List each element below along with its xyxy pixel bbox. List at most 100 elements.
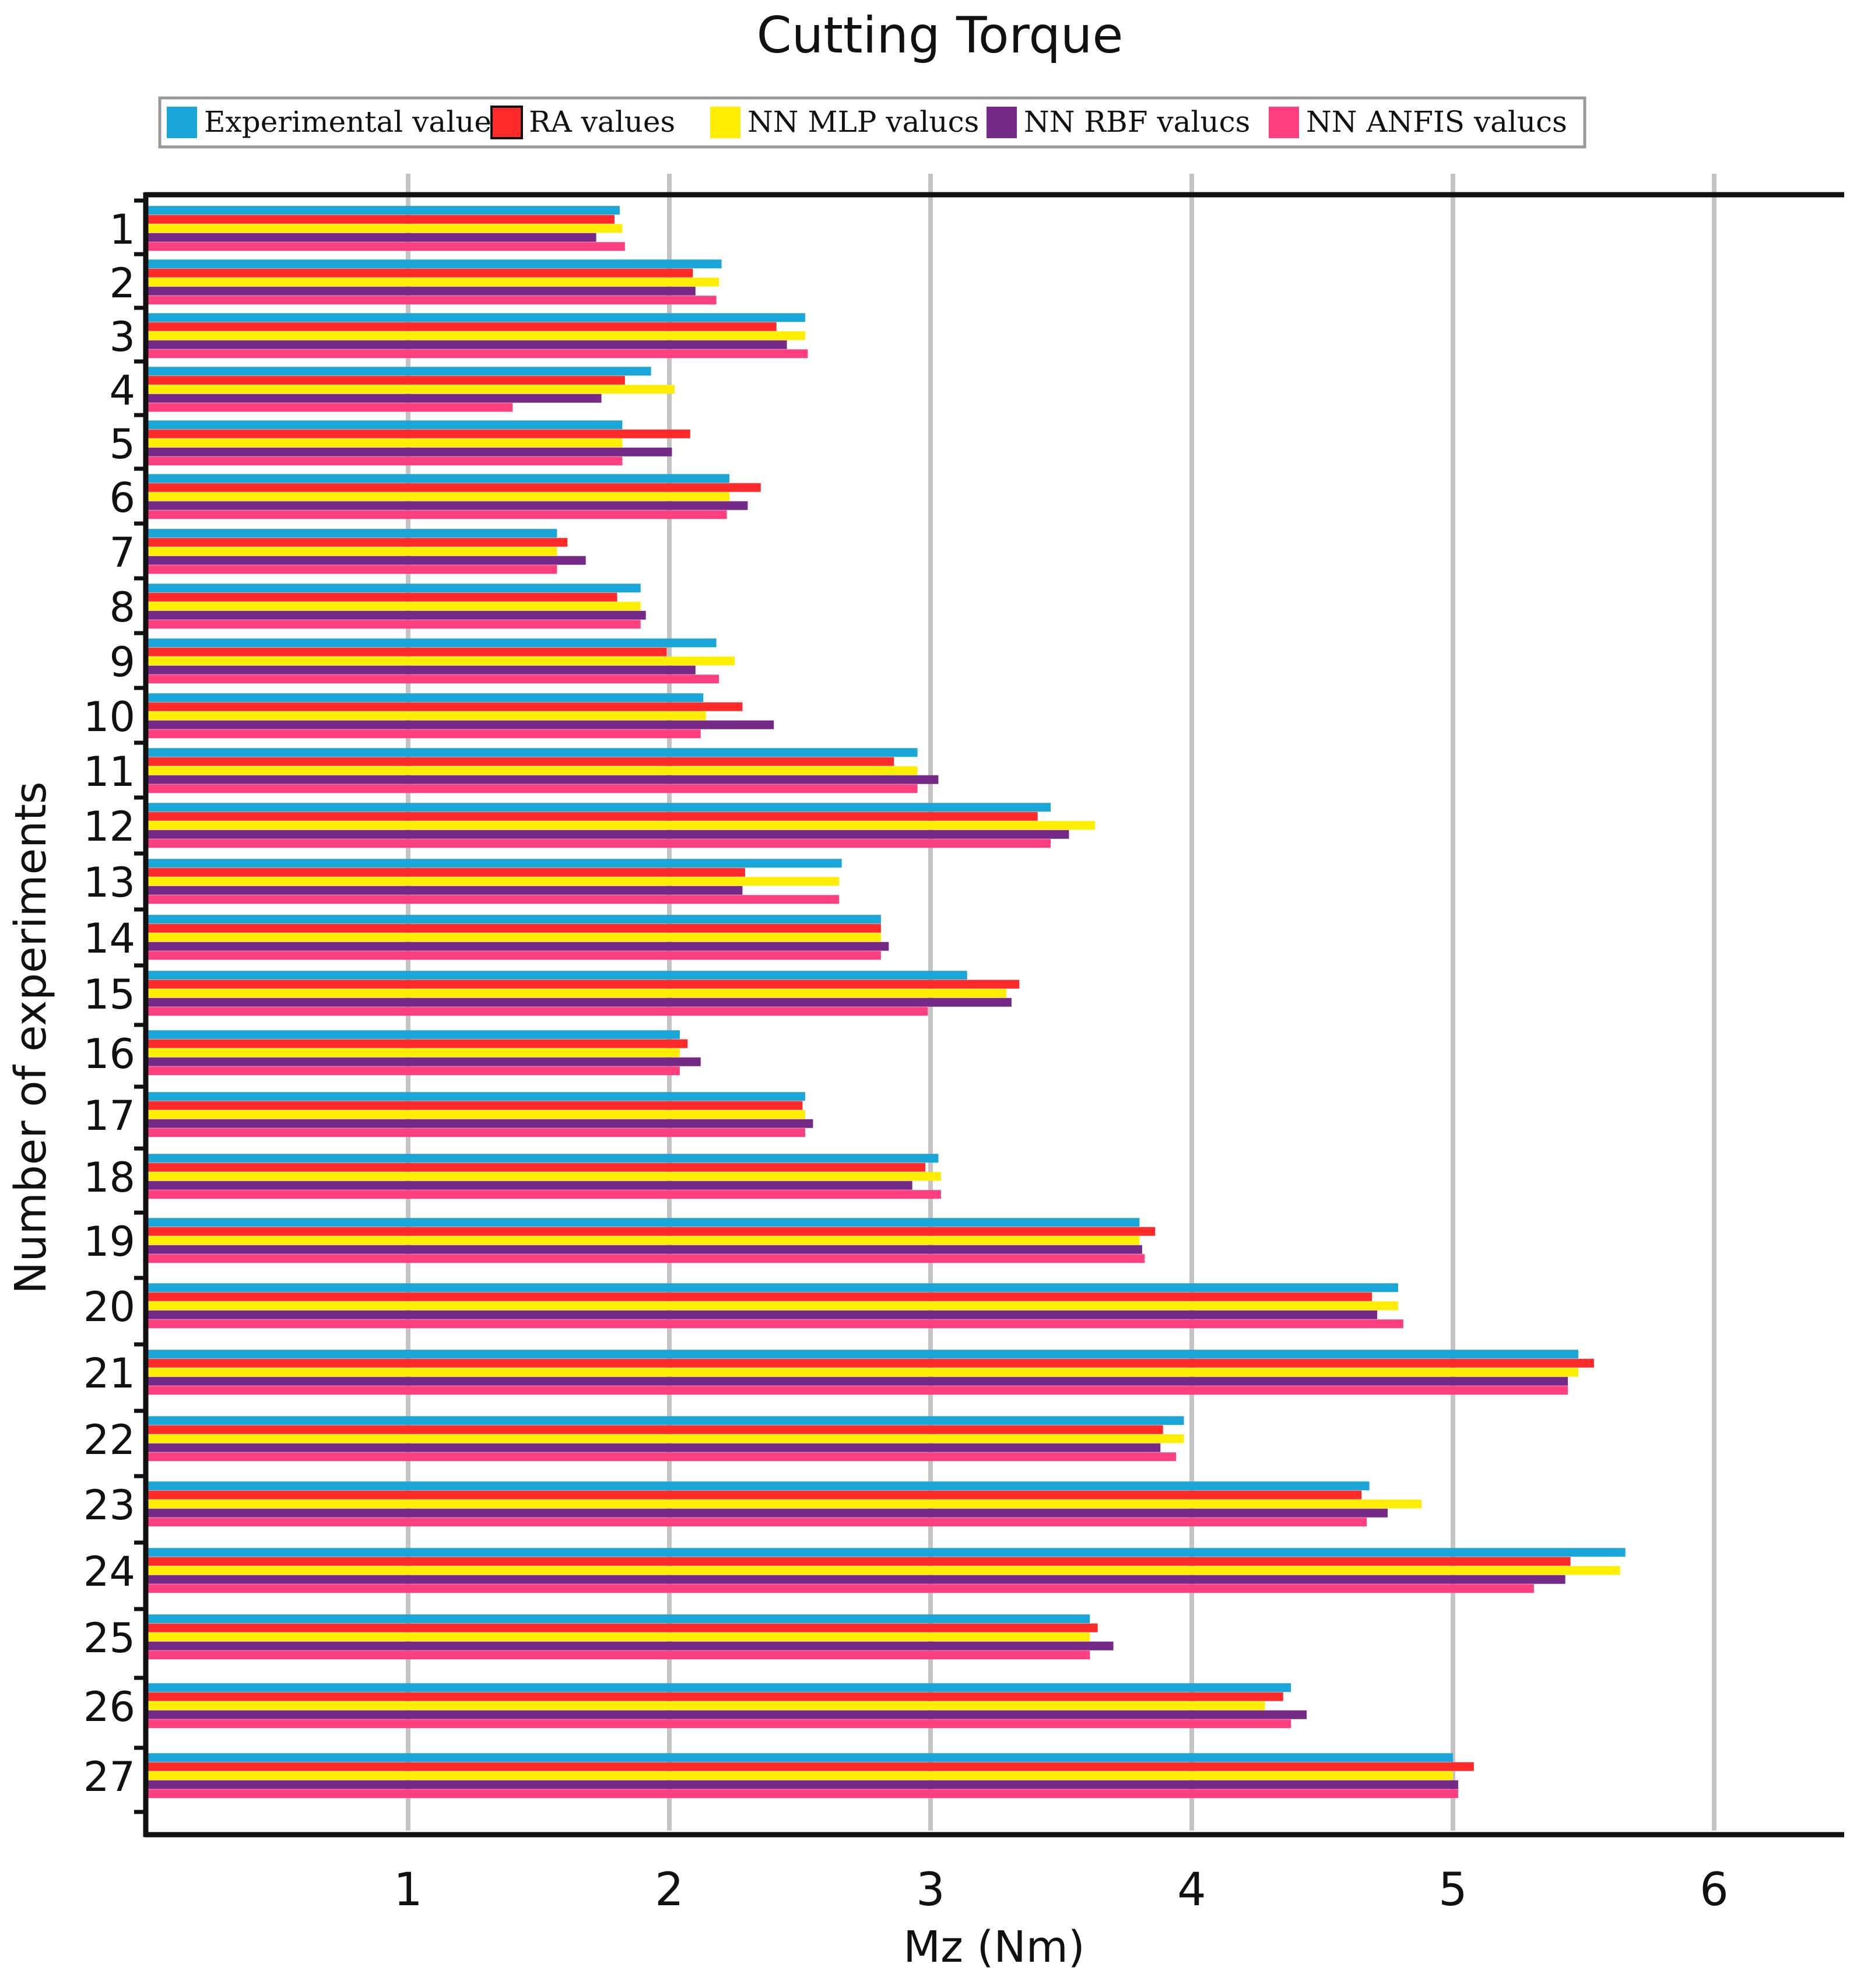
y-tick-label: 23	[83, 1481, 135, 1529]
bar-anfis-exp-11	[147, 784, 918, 793]
bar-rbf-exp-5	[147, 447, 672, 456]
bar-anfis-exp-10	[147, 729, 701, 739]
bar-ra-exp-19	[147, 1227, 1156, 1236]
bar-rbf-exp-27	[147, 1780, 1458, 1789]
bar-rbf-exp-16	[147, 1057, 701, 1066]
y-tick-label: 21	[83, 1350, 135, 1397]
x-tick-label: 6	[1700, 1864, 1729, 1916]
bar-anfis-exp-3	[147, 349, 808, 359]
bar-rbf-exp-10	[147, 720, 774, 729]
y-tick-label: 17	[83, 1092, 135, 1140]
y-tick-label: 13	[83, 859, 135, 907]
bar-ra-exp-20	[147, 1292, 1372, 1301]
bar-anfis-exp-22	[147, 1452, 1177, 1462]
bar-rbf-exp-25	[147, 1641, 1114, 1650]
bar-anfis-exp-25	[147, 1650, 1090, 1660]
bar-anfis-exp-17	[147, 1128, 805, 1137]
bar-mlp-exp-2	[147, 278, 719, 287]
bar-rbf-exp-18	[147, 1181, 912, 1190]
bar-experimental-exp-15	[147, 971, 967, 980]
bar-ra-exp-14	[147, 923, 881, 933]
bar-rbf-exp-17	[147, 1119, 813, 1128]
bar-experimental-exp-12	[147, 803, 1051, 812]
legend-label-ra: RA values	[529, 105, 675, 139]
y-tick-label: 4	[109, 367, 135, 415]
y-tick-label: 20	[83, 1283, 135, 1331]
bar-ra-exp-18	[147, 1162, 926, 1172]
bar-ra-exp-7	[147, 538, 568, 547]
legend: Experimental values RA values NN MLP valuc…	[158, 96, 1586, 149]
legend-label-rbf: NN RBF valucs	[1024, 105, 1250, 139]
bar-experimental-exp-13	[147, 859, 842, 868]
bar-experimental-exp-7	[147, 529, 557, 538]
bar-mlp-exp-4	[147, 385, 675, 394]
y-ticks: 1234567891011121314151617181920212223242…	[83, 198, 147, 1814]
bar-mlp-exp-19	[147, 1236, 1140, 1245]
bar-ra-exp-12	[147, 812, 1038, 821]
bar-ra-exp-15	[147, 979, 1020, 989]
bar-anfis-exp-2	[147, 296, 717, 305]
bar-experimental-exp-2	[147, 259, 722, 269]
bar-anfis-exp-5	[147, 456, 623, 466]
bar-mlp-exp-21	[147, 1368, 1579, 1377]
axes	[143, 192, 1844, 1838]
bar-rbf-exp-15	[147, 997, 1012, 1007]
bar-experimental-exp-6	[147, 474, 730, 483]
x-tick-label: 1	[394, 1864, 423, 1916]
y-tick-label: 18	[83, 1154, 135, 1202]
bar-mlp-exp-15	[147, 989, 1006, 998]
bar-anfis-exp-9	[147, 675, 719, 684]
bar-mlp-exp-17	[147, 1110, 805, 1119]
bar-experimental-exp-27	[147, 1753, 1453, 1762]
bar-mlp-exp-22	[147, 1434, 1184, 1443]
bar-experimental-exp-4	[147, 367, 651, 376]
bar-rbf-exp-1	[147, 233, 596, 242]
bar-mlp-exp-1	[147, 224, 623, 233]
bar-anfis-exp-20	[147, 1319, 1403, 1329]
bar-anfis-exp-8	[147, 620, 641, 629]
bar-anfis-exp-21	[147, 1386, 1568, 1395]
bar-experimental-exp-19	[147, 1218, 1140, 1227]
bar-mlp-exp-23	[147, 1499, 1422, 1509]
bar-rbf-exp-7	[147, 556, 586, 565]
bar-experimental-exp-26	[147, 1683, 1291, 1692]
bar-rbf-exp-2	[147, 286, 696, 296]
y-tick-label: 10	[83, 693, 135, 741]
bar-experimental-exp-5	[147, 420, 623, 430]
bar-ra-exp-3	[147, 322, 777, 331]
legend-frame	[158, 96, 1586, 149]
bar-experimental-exp-8	[147, 584, 641, 593]
bar-mlp-exp-5	[147, 438, 623, 448]
y-tick-label: 2	[109, 259, 135, 307]
y-tick-label: 22	[83, 1416, 135, 1464]
bar-mlp-exp-7	[147, 547, 557, 556]
legend-swatch-anfis	[1269, 107, 1299, 138]
bar-experimental-exp-23	[147, 1481, 1370, 1491]
x-tick-label: 4	[1177, 1864, 1206, 1916]
y-tick-label: 1	[109, 206, 135, 254]
bar-ra-exp-27	[147, 1762, 1474, 1771]
bar-anfis-exp-18	[147, 1190, 941, 1199]
bar-experimental-exp-9	[147, 638, 717, 648]
bar-mlp-exp-18	[147, 1172, 941, 1181]
y-tick-label: 9	[109, 638, 135, 686]
bar-ra-exp-2	[147, 268, 693, 278]
bar-rbf-exp-19	[147, 1245, 1142, 1254]
bar-rbf-exp-6	[147, 501, 748, 510]
x-ticks: 1 2 3 4 5 6	[394, 1864, 1729, 1916]
bar-rbf-exp-11	[147, 775, 939, 784]
bar-experimental-exp-1	[147, 206, 620, 215]
y-tick-label: 7	[109, 529, 135, 577]
bar-anfis-exp-7	[147, 565, 557, 574]
bar-ra-exp-21	[147, 1358, 1594, 1368]
bar-experimental-exp-17	[147, 1092, 805, 1101]
bar-ra-exp-9	[147, 647, 667, 656]
bar-mlp-exp-24	[147, 1566, 1620, 1575]
bar-ra-exp-11	[147, 757, 894, 766]
x-axis-label: Mz (Nm)	[903, 1922, 1084, 1972]
legend-swatch-mlp	[710, 107, 740, 138]
bar-ra-exp-25	[147, 1623, 1098, 1632]
x-tick-label: 2	[655, 1864, 684, 1916]
bar-anfis-exp-6	[147, 510, 727, 519]
